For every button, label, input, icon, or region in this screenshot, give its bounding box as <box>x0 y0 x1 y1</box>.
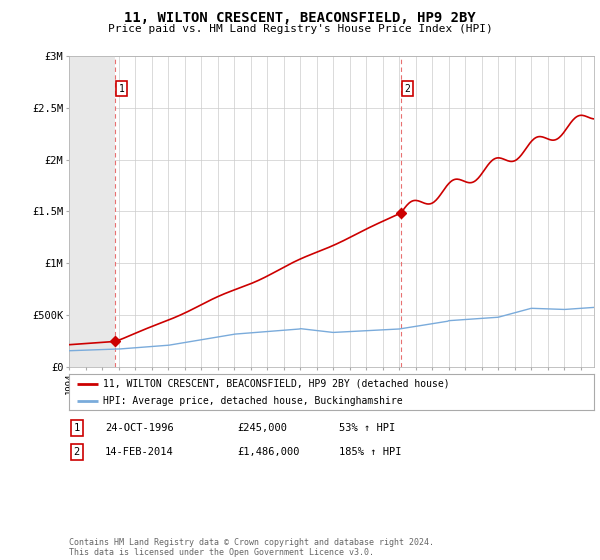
Text: 1: 1 <box>119 83 125 94</box>
Bar <box>69 56 115 367</box>
Text: 11, WILTON CRESCENT, BEACONSFIELD, HP9 2BY: 11, WILTON CRESCENT, BEACONSFIELD, HP9 2… <box>124 11 476 25</box>
Text: HPI: Average price, detached house, Buckinghamshire: HPI: Average price, detached house, Buck… <box>103 396 403 406</box>
Text: 2: 2 <box>404 83 410 94</box>
Text: Price paid vs. HM Land Registry's House Price Index (HPI): Price paid vs. HM Land Registry's House … <box>107 24 493 34</box>
Text: 11, WILTON CRESCENT, BEACONSFIELD, HP9 2BY (detached house): 11, WILTON CRESCENT, BEACONSFIELD, HP9 2… <box>103 379 450 389</box>
Text: £1,486,000: £1,486,000 <box>237 447 299 457</box>
Text: £245,000: £245,000 <box>237 423 287 433</box>
Text: 2: 2 <box>74 447 80 457</box>
Text: 14-FEB-2014: 14-FEB-2014 <box>105 447 174 457</box>
Text: 1: 1 <box>74 423 80 433</box>
Text: 185% ↑ HPI: 185% ↑ HPI <box>339 447 401 457</box>
Text: 24-OCT-1996: 24-OCT-1996 <box>105 423 174 433</box>
Text: 53% ↑ HPI: 53% ↑ HPI <box>339 423 395 433</box>
Text: Contains HM Land Registry data © Crown copyright and database right 2024.
This d: Contains HM Land Registry data © Crown c… <box>69 538 434 557</box>
